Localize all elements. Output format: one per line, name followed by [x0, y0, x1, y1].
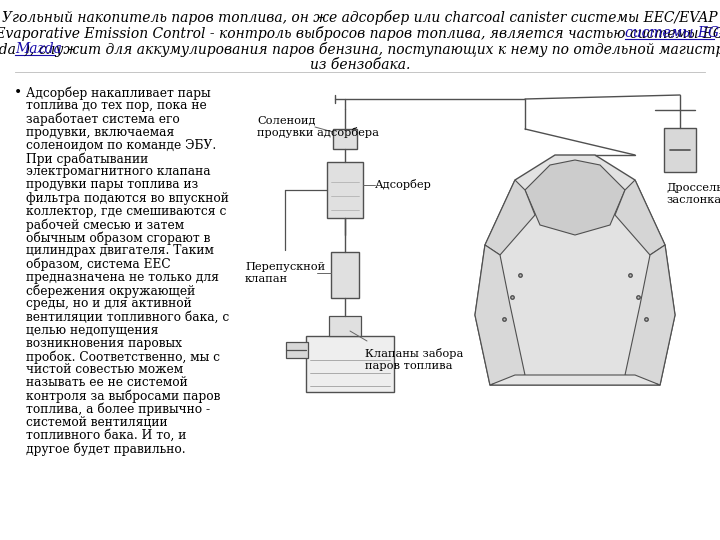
Text: Перепускной
клапан: Перепускной клапан — [245, 262, 325, 284]
Text: сбережения окружающей: сбережения окружающей — [26, 284, 195, 298]
Text: системы EGI: системы EGI — [625, 26, 720, 40]
Polygon shape — [615, 180, 665, 255]
Text: Mazda: Mazda — [15, 42, 62, 56]
Text: рабочей смесью и затем: рабочей смесью и затем — [26, 218, 184, 232]
Text: целью недопущения: целью недопущения — [26, 323, 158, 336]
Polygon shape — [625, 245, 675, 385]
Bar — [664, 128, 696, 172]
Text: из бензобака.: из бензобака. — [310, 58, 410, 72]
Text: чистой совестью можем: чистой совестью можем — [26, 363, 183, 376]
Text: (Evaporative Emission Control - контроль выбросов паров топлива, является частью: (Evaporative Emission Control - контроль… — [0, 26, 720, 41]
Text: электромагнитного клапана: электромагнитного клапана — [26, 165, 211, 178]
Text: топливного бака. И то, и: топливного бака. И то, и — [26, 429, 186, 442]
Text: Соленоид
продувки адсорбера: Соленоид продувки адсорбера — [257, 116, 379, 138]
Text: Адсорбер накапливает пары: Адсорбер накапливает пары — [26, 86, 211, 99]
Text: заработает система его: заработает система его — [26, 112, 180, 126]
Text: вентиляции топливного бака, с: вентиляции топливного бака, с — [26, 310, 229, 323]
Text: среды, но и для активной: среды, но и для активной — [26, 297, 192, 310]
Text: цилиндрах двигателя. Таким: цилиндрах двигателя. Таким — [26, 245, 214, 258]
Text: соленоидом по команде ЭБУ.: соленоидом по команде ЭБУ. — [26, 139, 216, 152]
Text: называть ее не системой: называть ее не системой — [26, 376, 188, 389]
Bar — [331, 252, 359, 298]
Text: коллектор, где смешиваются с: коллектор, где смешиваются с — [26, 205, 226, 218]
Text: Адсорбер: Адсорбер — [375, 179, 432, 191]
Text: топлива до тех пор, пока не: топлива до тех пор, пока не — [26, 99, 207, 112]
Text: другое будет правильно.: другое будет правильно. — [26, 442, 186, 456]
Polygon shape — [490, 375, 660, 385]
Bar — [333, 129, 357, 149]
Polygon shape — [525, 160, 625, 235]
Text: топлива, а более привычно -: топлива, а более привычно - — [26, 403, 210, 416]
Polygon shape — [485, 180, 535, 255]
Text: образом, система ЕЕС: образом, система ЕЕС — [26, 258, 171, 271]
Bar — [286, 342, 308, 358]
Bar — [327, 162, 363, 218]
Text: продувки, включаемая: продувки, включаемая — [26, 126, 174, 139]
Text: предназначена не только для: предназначена не только для — [26, 271, 219, 284]
Text: При срабатывании: При срабатывании — [26, 152, 148, 165]
Text: возникновения паровых: возникновения паровых — [26, 337, 182, 350]
Text: фильтра подаются во впускной: фильтра подаются во впускной — [26, 192, 229, 205]
Polygon shape — [475, 155, 675, 385]
Text: Дроссельная
заслонка: Дроссельная заслонка — [666, 183, 720, 205]
Text: системой вентиляции: системой вентиляции — [26, 416, 168, 429]
Polygon shape — [475, 245, 525, 385]
Text: контроля за выбросами паров: контроля за выбросами паров — [26, 389, 220, 403]
Text: Mazda  ), служит для аккумулирования паров бензина, поступающих к нему по отдель: Mazda ), служит для аккумулирования паро… — [0, 42, 720, 57]
Text: •: • — [14, 86, 22, 100]
Text: обычным образом сгорают в: обычным образом сгорают в — [26, 231, 210, 245]
Text: Угольный накопитель паров топлива, он же адсорбер или charcoal canister системы : Угольный накопитель паров топлива, он же… — [2, 10, 718, 25]
Text: продувки пары топлива из: продувки пары топлива из — [26, 178, 198, 191]
Text: пробок. Соответственно, мы с: пробок. Соответственно, мы с — [26, 350, 220, 363]
Bar — [329, 316, 361, 336]
Bar — [306, 336, 394, 392]
Text: Клапаны забора
паров топлива: Клапаны забора паров топлива — [365, 348, 464, 370]
